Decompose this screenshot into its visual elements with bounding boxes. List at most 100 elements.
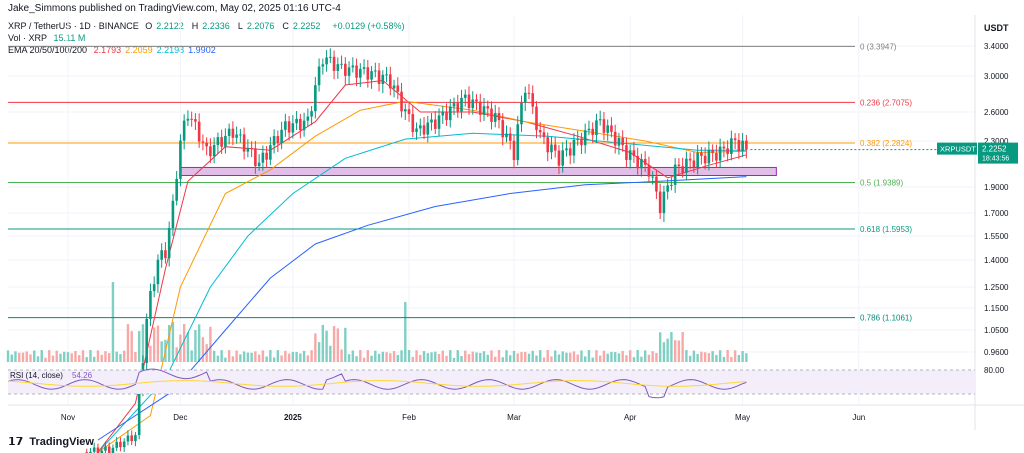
candle-body	[643, 159, 647, 165]
volume-bar	[329, 345, 332, 362]
candle-body	[299, 118, 302, 131]
volume-bar	[475, 352, 478, 362]
candle-body	[550, 144, 553, 153]
volume-bar	[325, 330, 328, 362]
candle-body	[726, 148, 729, 155]
rsi-label[interactable]: RSI (14, close)	[10, 371, 63, 380]
volume-bar	[85, 357, 88, 362]
candle-body	[261, 152, 265, 163]
candle-body	[677, 164, 681, 167]
volume-bar	[464, 350, 467, 362]
candle-body	[257, 162, 261, 167]
volume-bar	[584, 356, 587, 362]
candle-body	[194, 119, 197, 122]
volume-bar	[437, 353, 441, 362]
volume-bar	[261, 350, 265, 362]
ema-value: 2.1793	[93, 45, 122, 55]
candle-body	[317, 66, 321, 86]
candle-body	[565, 148, 568, 151]
volume-bar	[666, 338, 669, 362]
candle-body	[478, 101, 482, 115]
volume-bar	[497, 350, 501, 362]
volume-bar	[291, 351, 295, 362]
price-tick-label: 1.1500	[984, 304, 1009, 313]
candle-body	[426, 122, 430, 135]
candle-body	[115, 441, 118, 448]
volume-bar	[512, 350, 516, 362]
volume-bar	[647, 354, 651, 362]
ema-label[interactable]: EMA 20/50/100/200	[8, 45, 88, 55]
candle-body	[681, 166, 684, 173]
candle-body	[460, 97, 463, 112]
candle-body	[107, 446, 111, 453]
candle-body	[422, 125, 426, 135]
volume-bar	[104, 351, 107, 362]
symbol-badge-label: XRPUSDT	[940, 145, 976, 154]
volume-bar	[681, 332, 684, 362]
price-tick-label: 0.9600	[984, 348, 1009, 357]
volume-bar	[81, 350, 85, 362]
volume-bar	[141, 324, 145, 362]
volume-bar	[21, 352, 25, 362]
volume-bar	[299, 353, 302, 362]
symbol-name[interactable]: XRP / TetherUS · 1D · BINANCE	[8, 21, 139, 31]
candle-body	[362, 67, 366, 69]
candle-body	[523, 92, 527, 103]
volume-bar	[137, 331, 141, 362]
volume-bar	[625, 355, 628, 362]
candle-body	[707, 149, 711, 164]
candle-body	[216, 137, 220, 146]
candle-body	[167, 227, 171, 259]
candle-body	[632, 150, 636, 157]
candle-body	[377, 70, 381, 84]
volume-bar	[254, 351, 257, 362]
candle-body	[242, 134, 246, 152]
volume-bar	[726, 350, 729, 362]
volume-bar	[246, 352, 250, 362]
ema-line	[97, 100, 747, 453]
candle-body	[430, 119, 433, 123]
price-tick-label: 1.7000	[984, 209, 1009, 218]
ohlc-item: O 2.2122	[145, 21, 188, 31]
volume-bar	[197, 324, 201, 362]
ohlc-item-label: L	[237, 21, 243, 31]
volume-bar	[501, 357, 504, 362]
time-axis-label: 2025	[284, 413, 302, 422]
candle-body	[535, 106, 538, 131]
candle-body	[651, 176, 654, 178]
candle-body	[452, 103, 456, 107]
volume-bar	[703, 352, 707, 362]
candle-body	[745, 140, 748, 150]
candle-body	[722, 146, 726, 149]
volume-bar	[580, 350, 583, 362]
candle-body	[486, 106, 490, 109]
candle-body	[700, 152, 703, 156]
volume-bar	[722, 356, 726, 362]
price-tick-label: 3.4000	[984, 42, 1009, 51]
candle-body	[269, 145, 272, 160]
volume-bar	[74, 350, 77, 362]
candle-body	[291, 123, 295, 133]
candle-body	[628, 150, 632, 160]
volume-bar	[569, 352, 572, 362]
candle-body	[246, 147, 250, 152]
candle-body	[197, 121, 201, 142]
candle-body	[403, 109, 407, 112]
last-price-badge	[978, 142, 1018, 164]
candle-body	[152, 284, 156, 292]
volume-bar	[430, 352, 433, 362]
candle-body	[576, 138, 580, 140]
candle-body	[351, 65, 355, 68]
candle-body	[741, 140, 744, 152]
candle-body	[231, 128, 235, 138]
candle-body	[164, 250, 167, 259]
volume-bar	[685, 350, 688, 362]
volume-bar	[272, 357, 276, 362]
candle-body	[482, 106, 486, 115]
volume-bar	[643, 350, 647, 362]
candle-body	[280, 129, 283, 143]
volume-label[interactable]: Vol · XRP	[8, 33, 48, 43]
candle-body	[445, 111, 448, 121]
volume-bar	[479, 352, 482, 362]
